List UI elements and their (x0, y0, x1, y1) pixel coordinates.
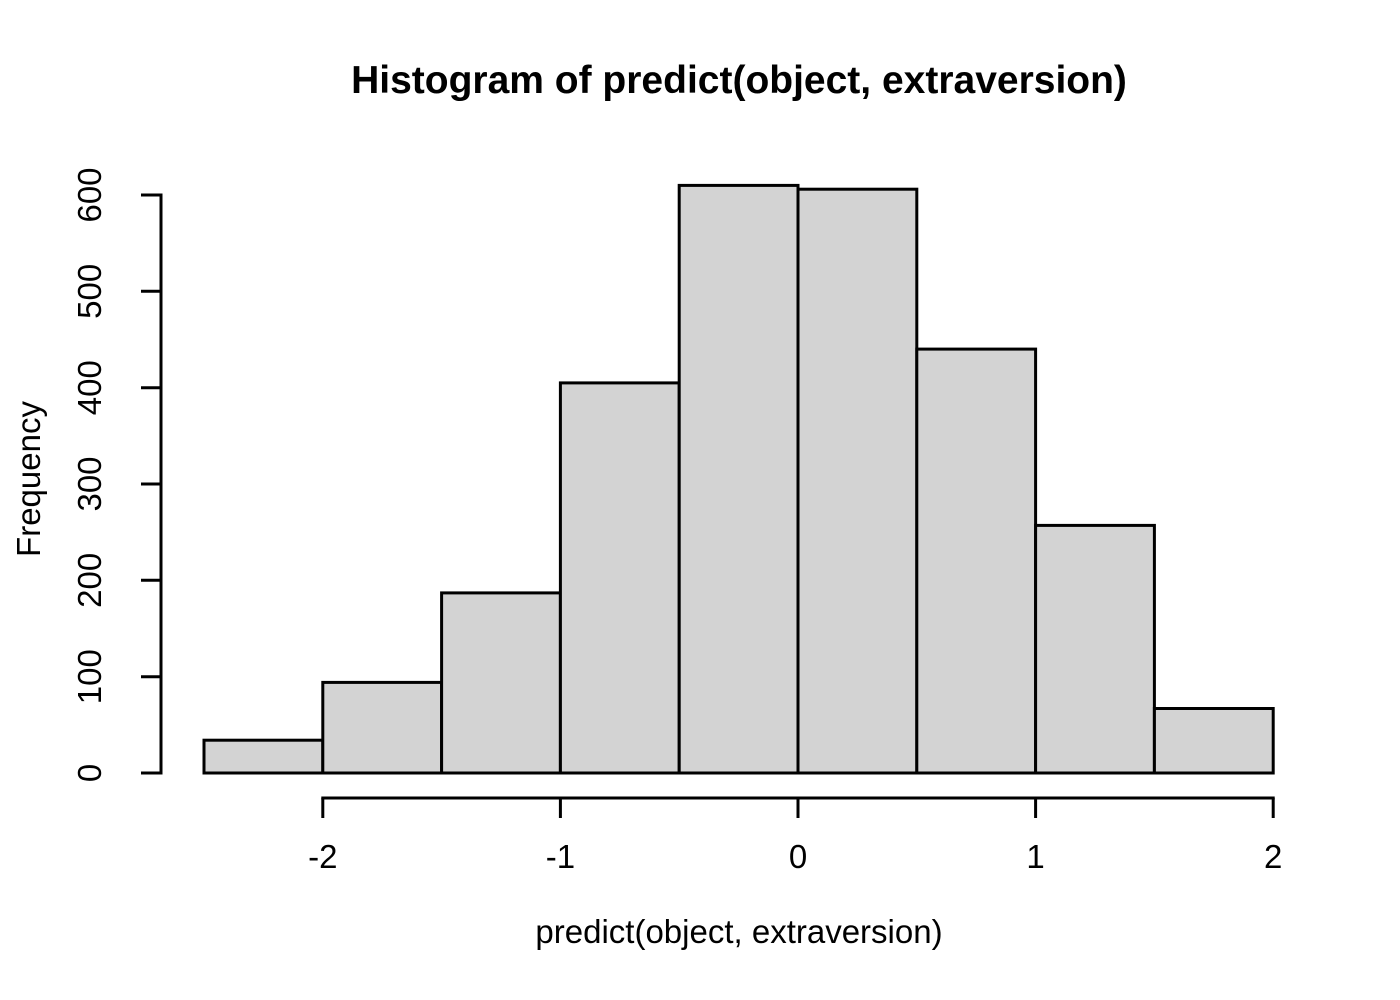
y-tick-label: 600 (71, 167, 108, 222)
y-tick-label: 100 (71, 649, 108, 704)
x-axis: -2 -1 0 1 2 (308, 796, 1282, 875)
y-tick-label: 200 (71, 553, 108, 608)
x-tick-label: 2 (1264, 838, 1282, 875)
histogram-bar (440, 591, 562, 775)
x-axis-title: predict(object, extraversion) (535, 913, 942, 950)
y-tick-label: 500 (71, 264, 108, 319)
histogram-bar (677, 183, 800, 775)
histogram-bar (558, 381, 681, 775)
y-axis-title: Frequency (10, 401, 47, 557)
x-tick-label: 0 (789, 838, 807, 875)
y-axis: 0 100 200 300 400 500 600 (71, 167, 163, 782)
x-tick-label: -1 (546, 838, 575, 875)
y-tick-label: 300 (71, 456, 108, 511)
histogram-bar (202, 738, 325, 775)
histogram-bars (202, 183, 1275, 775)
histogram-bar (1152, 707, 1275, 775)
y-tick-label: 0 (71, 764, 108, 782)
x-tick-label: 1 (1026, 838, 1044, 875)
y-tick-label: 400 (71, 360, 108, 415)
histogram-bar (321, 680, 444, 775)
x-tick-label: -2 (308, 838, 337, 875)
chart-title: Histogram of predict(object, extraversio… (351, 59, 1127, 102)
histogram-bar (796, 187, 919, 775)
histogram-bar (1034, 523, 1156, 775)
histogram-bar (915, 347, 1038, 775)
